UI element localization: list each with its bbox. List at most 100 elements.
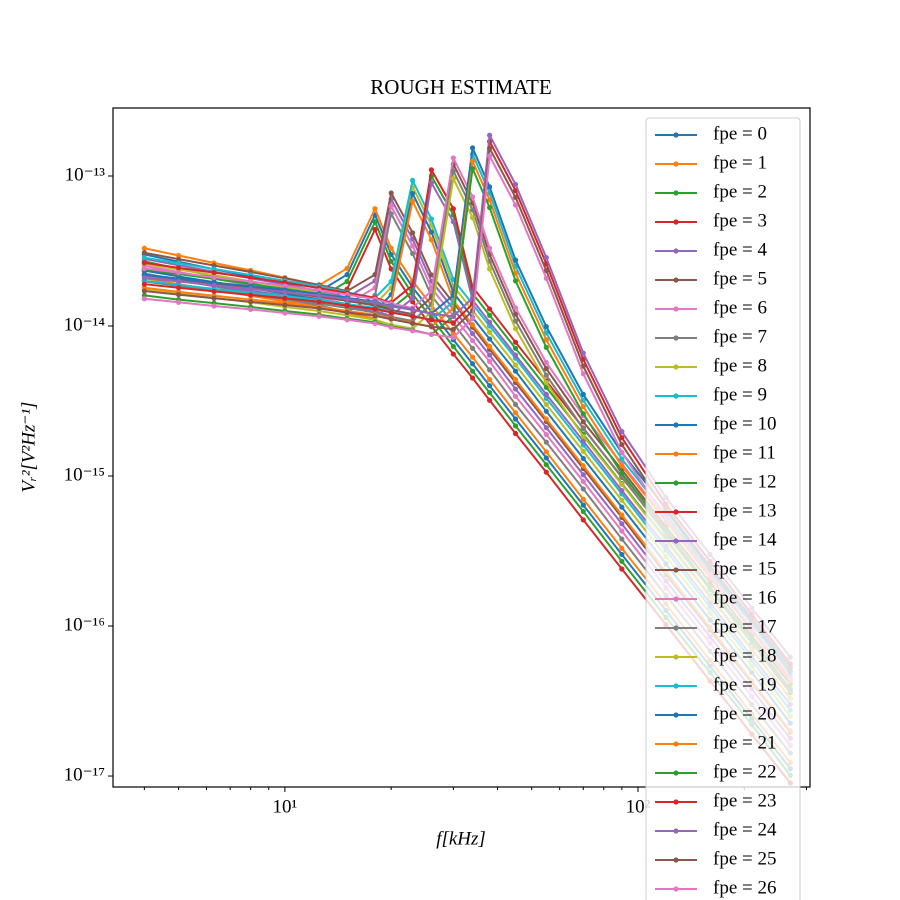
series-point — [487, 312, 493, 318]
series-point — [487, 204, 493, 211]
y-axis-label: Vᵣ²[V²Hz⁻¹] — [18, 402, 39, 493]
series-point — [512, 311, 519, 317]
series-point — [141, 265, 147, 272]
axes-frame — [112, 107, 811, 788]
series-point — [372, 306, 378, 312]
series-point — [580, 455, 586, 462]
series-point — [543, 379, 549, 386]
series-point — [512, 416, 519, 422]
series-point — [344, 265, 350, 272]
series-point — [428, 317, 435, 323]
series-point — [580, 433, 586, 439]
series-point — [469, 345, 476, 351]
series-point — [487, 197, 493, 203]
legend-marker — [673, 596, 679, 602]
series-point — [487, 184, 493, 190]
series-point — [619, 449, 625, 455]
y-tick-label: 10⁻¹⁴ — [64, 314, 106, 335]
legend-label: fpe = 15 — [713, 558, 776, 579]
legend-marker — [673, 132, 679, 138]
series-point — [469, 354, 476, 360]
legend-label: fpe = 12 — [713, 471, 776, 492]
series-point — [487, 376, 493, 383]
series-point — [619, 481, 625, 487]
legend-label: fpe = 18 — [713, 645, 776, 666]
x-tick-label: 10² — [626, 796, 651, 817]
series-point — [469, 145, 476, 151]
series-point — [543, 275, 549, 281]
series-point — [580, 397, 586, 403]
series-point — [487, 367, 493, 373]
series-point — [543, 408, 549, 414]
series-point — [388, 266, 394, 272]
series-point — [543, 425, 549, 431]
x-tick-label: 10¹ — [273, 796, 298, 817]
legend-label: fpe = 3 — [713, 210, 767, 231]
series-point — [410, 198, 416, 204]
legend-label: fpe = 7 — [713, 326, 767, 347]
series-point — [543, 439, 549, 445]
series-point — [175, 278, 182, 285]
series-point — [487, 397, 493, 403]
series-point — [543, 372, 549, 378]
series-point — [450, 320, 456, 326]
series-point — [543, 324, 549, 330]
series-point — [410, 295, 416, 301]
legend-label: fpe = 14 — [713, 529, 777, 550]
series-point — [372, 219, 378, 225]
series-line — [144, 140, 792, 665]
series-point — [344, 317, 350, 323]
series-point — [543, 391, 549, 398]
legend-marker — [673, 422, 679, 428]
legend: fpe = 0 fpe = 1 fpe = 2 fpe = 3 fpe = 4 fpe =… — [645, 117, 801, 900]
series-point — [175, 291, 182, 298]
series-point — [512, 410, 519, 416]
series-point — [450, 155, 456, 161]
series-point — [344, 302, 350, 309]
series-point — [487, 343, 493, 350]
series-point — [211, 303, 217, 309]
legend-label: fpe = 26 — [713, 877, 776, 898]
series-point — [543, 337, 549, 343]
series-point — [512, 181, 519, 187]
series-point — [469, 158, 476, 164]
series-point — [619, 441, 625, 448]
series-point — [619, 456, 625, 462]
series-point — [580, 486, 586, 492]
series-point — [487, 358, 493, 365]
series-point — [372, 272, 378, 278]
legend-marker — [673, 335, 679, 341]
series-point — [487, 153, 493, 159]
ticks: 10¹ 10² 10⁻¹⁷ 10⁻¹⁶ 10⁻¹⁵ 10⁻¹⁴ 10⁻¹³ — [64, 164, 807, 817]
series-point — [388, 190, 394, 196]
series-point — [512, 393, 519, 399]
series-point — [344, 278, 350, 285]
series-point — [512, 376, 519, 383]
series-point — [428, 180, 435, 186]
series-point — [512, 430, 519, 437]
series-point — [388, 211, 394, 217]
series-point — [469, 215, 476, 221]
legend-marker — [673, 364, 679, 370]
series-point — [619, 428, 625, 435]
series-point — [512, 305, 519, 311]
series-point — [512, 345, 519, 351]
series-point — [372, 226, 378, 233]
series-point — [388, 303, 394, 310]
legend-marker — [673, 480, 679, 486]
legend-label: fpe = 8 — [713, 355, 767, 376]
series-point — [372, 320, 378, 327]
series-point — [388, 324, 394, 330]
series-point — [543, 360, 549, 366]
series-point — [580, 411, 586, 417]
series-point — [469, 322, 476, 328]
series-point — [512, 257, 519, 263]
series-point — [543, 330, 549, 336]
series-point — [141, 296, 147, 302]
series-point — [487, 132, 493, 138]
series-point — [372, 206, 378, 212]
series-point — [410, 230, 416, 236]
series-point — [469, 368, 476, 374]
series-point — [211, 282, 217, 288]
